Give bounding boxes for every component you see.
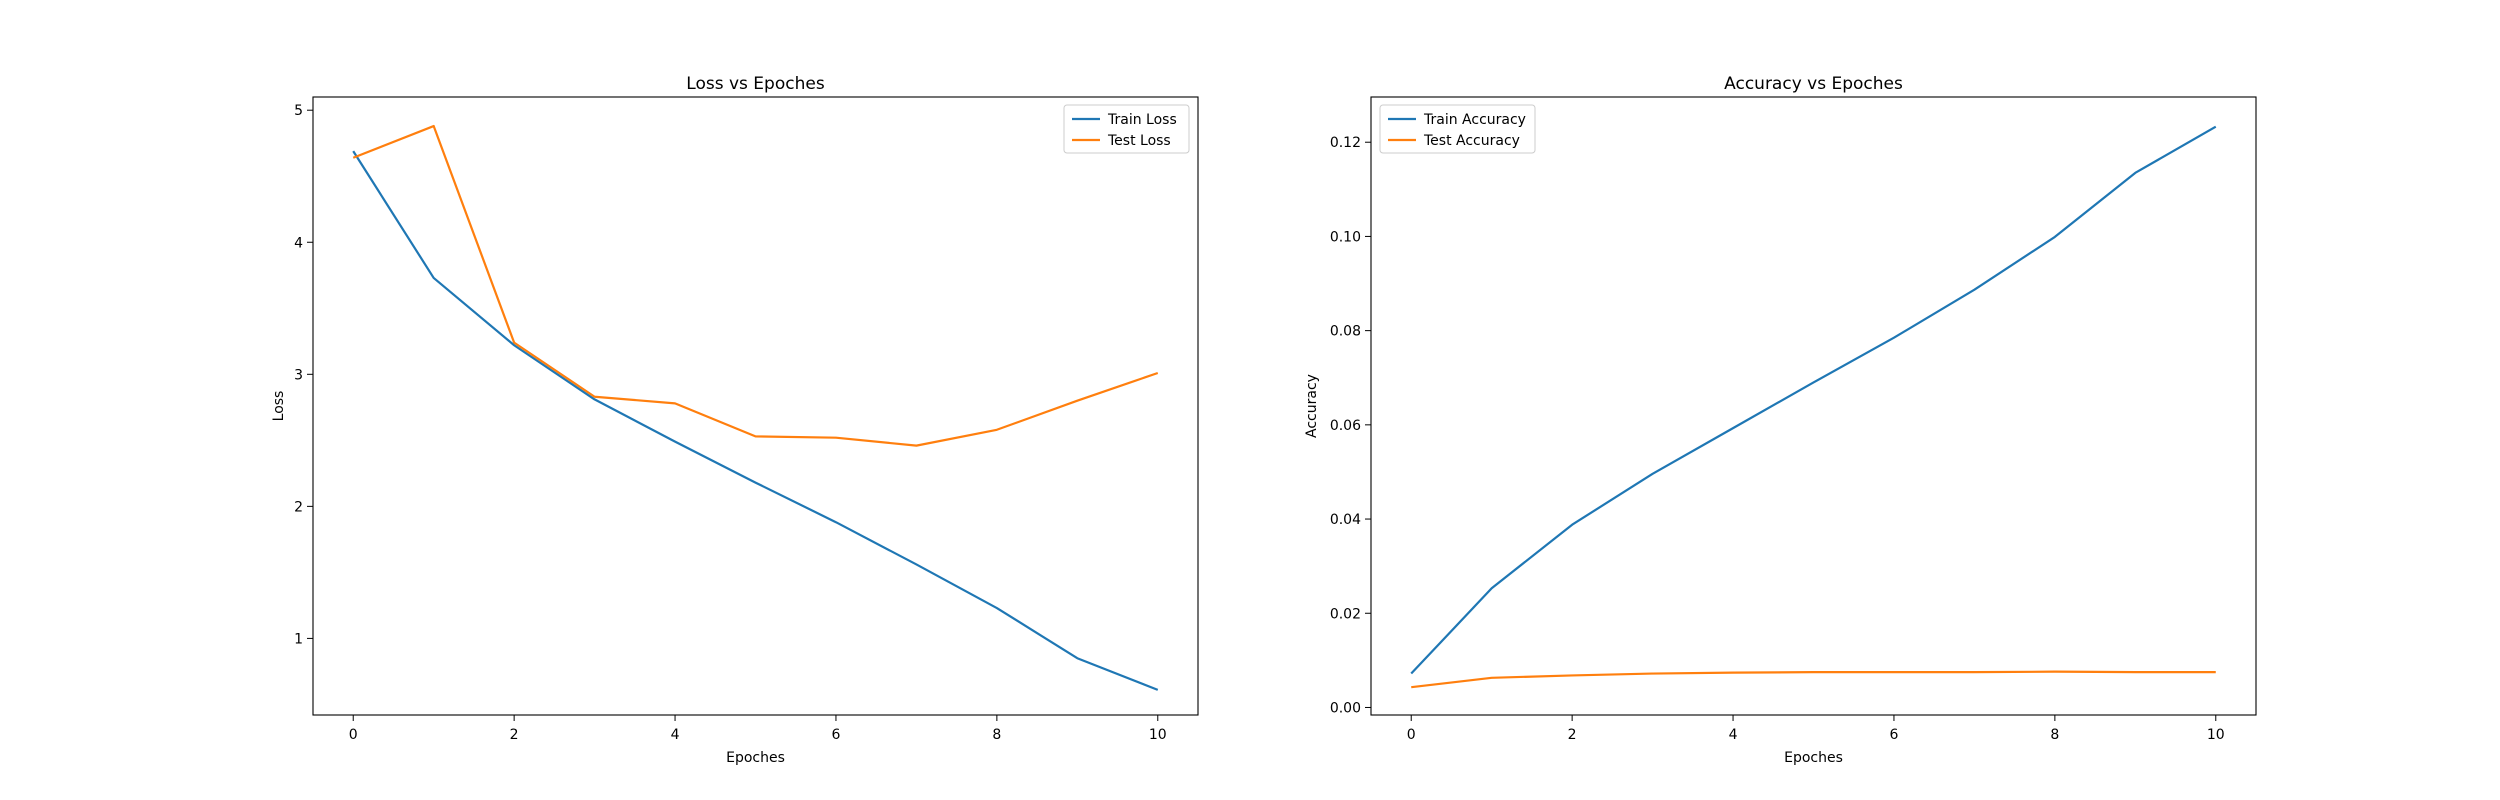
y-tick-label: 0.08 (1330, 324, 1361, 340)
x-tick-label: 2 (1568, 727, 1577, 743)
chart-title: Loss vs Epoches (686, 74, 825, 94)
y-tick-label: 5 (294, 103, 303, 119)
y-axis-label: Accuracy (1304, 374, 1320, 438)
series-line-test-loss (352, 124, 1159, 447)
x-tick-label: 8 (992, 727, 1001, 743)
x-axis-label: Epoches (726, 750, 785, 766)
y-tick-label: 0.06 (1330, 418, 1361, 434)
legend: Train Accuracy Test Accuracy (1379, 104, 1536, 154)
y-tick-label: 3 (294, 367, 303, 383)
chart-title: Accuracy vs Epoches (1724, 74, 1903, 94)
chart-panel-2: Accuracy vs Epoches 0 2 4 6 8 10 0.00 0.02 0.04 0.… (1304, 74, 2257, 766)
y-tick-label: 0.02 (1330, 606, 1361, 622)
x-tick-label: 2 (510, 727, 519, 743)
axes-frame (312, 96, 1199, 716)
y-tick-label: 0.12 (1330, 135, 1361, 151)
y-tick-label: 2 (294, 499, 303, 515)
y-tick-label: 0.04 (1330, 512, 1361, 528)
x-tick-label: 8 (2050, 727, 2059, 743)
y-tick-label: 0.00 (1330, 700, 1361, 716)
axes-frame (1370, 96, 2257, 716)
y-tick-label: 1 (294, 631, 303, 647)
series-line-test-accuracy (1411, 670, 2216, 689)
legend-label: Test Loss (1107, 133, 1171, 149)
series-line-train-loss (352, 150, 1159, 691)
x-tick-label: 10 (2207, 727, 2225, 743)
legend-box (1379, 104, 1536, 154)
x-tick-label: 10 (1149, 727, 1167, 743)
x-tick-label: 4 (1729, 727, 1738, 743)
x-tick-label: 6 (1889, 727, 1898, 743)
legend-label: Test Accuracy (1423, 133, 1520, 149)
y-axis-label: Loss (271, 391, 287, 422)
legend: Train Loss Test Loss (1063, 104, 1190, 154)
x-tick-label: 0 (349, 727, 358, 743)
legend-label: Train Accuracy (1423, 112, 1526, 128)
x-tick-label: 6 (831, 727, 840, 743)
legend-label: Train Loss (1107, 112, 1177, 128)
x-axis-label: Epoches (1784, 750, 1843, 766)
x-tick-label: 0 (1407, 727, 1416, 743)
series-line-train-accuracy (1410, 125, 2217, 675)
y-tick-label: 4 (294, 235, 303, 251)
x-tick-label: 4 (671, 727, 680, 743)
y-tick-label: 0.10 (1330, 229, 1361, 245)
